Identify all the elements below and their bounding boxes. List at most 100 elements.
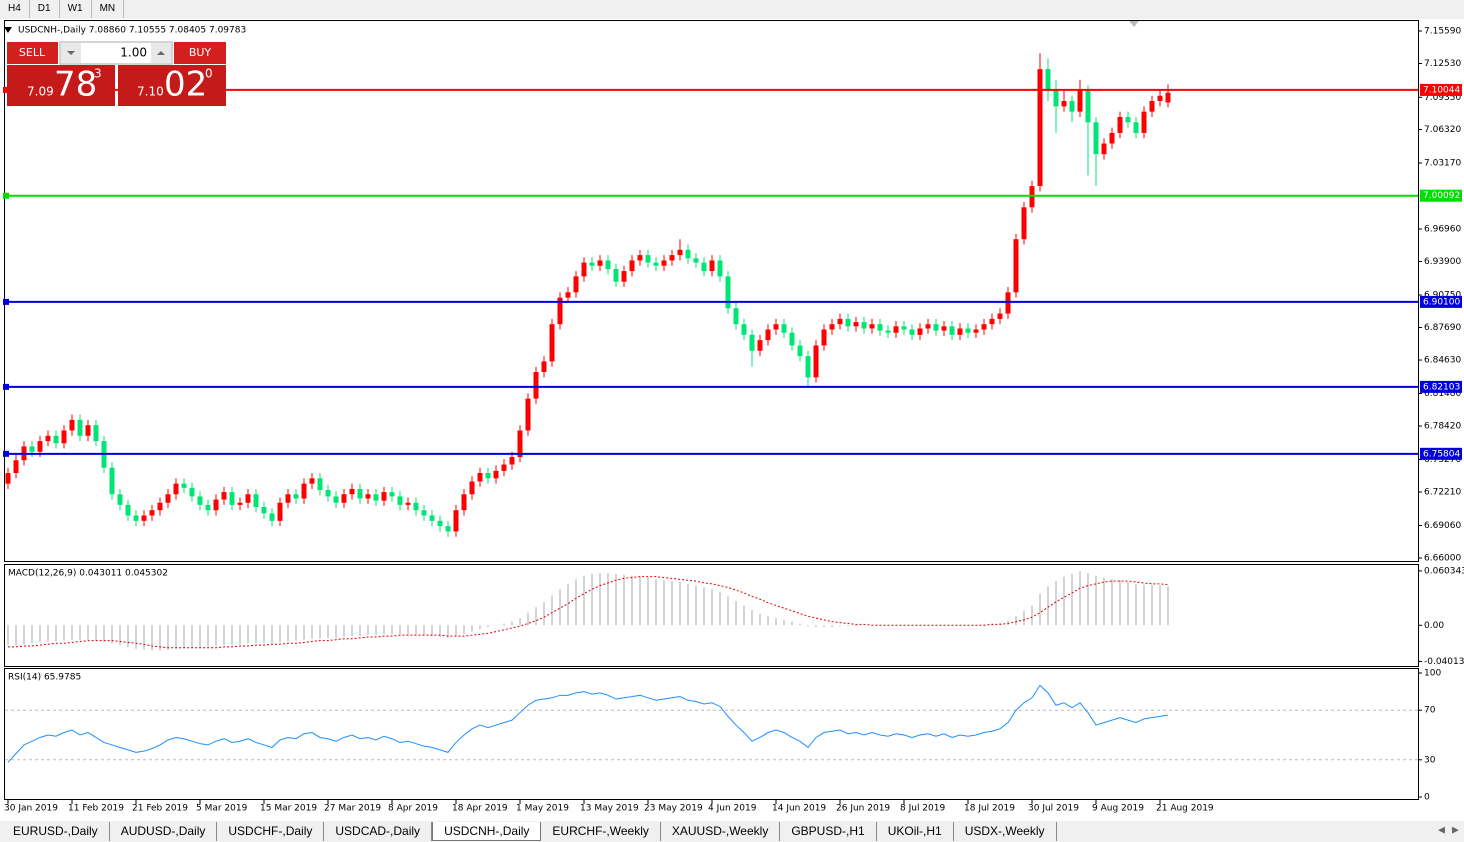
x-tick-label: 23 May 2019	[644, 804, 703, 814]
y-tick-label: 6.87690	[1424, 323, 1461, 333]
y-tick-label: 6.90750	[1424, 290, 1461, 300]
y-tick-label: 6.69060	[1424, 521, 1461, 531]
level-anchor	[3, 86, 9, 93]
level-label-box	[1420, 83, 1462, 96]
lot-input[interactable]	[59, 41, 173, 65]
candle-body	[173, 483, 179, 495]
candle-body	[685, 249, 691, 259]
candle-body	[253, 494, 259, 508]
lot-value[interactable]: 1.00	[120, 46, 147, 60]
y-tick-label: 7.15590	[1424, 26, 1461, 36]
candle-body	[141, 515, 147, 521]
ask-box[interactable]	[118, 65, 226, 106]
candle-body	[197, 496, 203, 505]
y-tick-label: 0.00	[1424, 621, 1444, 631]
y-tick-label: 0	[1424, 793, 1430, 803]
candle-body	[557, 297, 563, 325]
chart-tab[interactable]: UKOil-,H1	[877, 822, 954, 841]
candle-body	[781, 324, 787, 333]
x-tick-label: 11 Feb 2019	[68, 804, 124, 814]
candle-body	[765, 329, 771, 341]
candle-body	[269, 513, 275, 521]
candle-body	[405, 502, 411, 505]
chart-tab[interactable]: EURCHF-,Weekly	[541, 822, 661, 841]
candle-body	[157, 502, 163, 511]
candle-body	[461, 494, 467, 511]
candle-body	[613, 268, 619, 282]
candle-body	[1117, 116, 1123, 133]
candle-body	[813, 345, 819, 378]
level-label: 6.90100	[1423, 297, 1460, 307]
candle-body	[229, 492, 235, 505]
y-tick-label: 6.81480	[1424, 389, 1461, 399]
candle-body	[61, 430, 67, 444]
candle-body	[653, 262, 659, 266]
candle-body	[317, 478, 323, 491]
candle-body	[5, 473, 11, 484]
candle-body	[277, 502, 283, 521]
y-tick-label: 6.75270	[1424, 455, 1461, 465]
candle-body	[77, 419, 83, 436]
scroll-left[interactable]: ◀	[1438, 826, 1445, 836]
x-tick-label: 9 Aug 2019	[1092, 804, 1144, 814]
sell-button[interactable]	[7, 42, 58, 64]
candle-body	[485, 473, 491, 479]
candle-body	[941, 326, 947, 331]
arrow-down	[67, 51, 75, 55]
candle-body	[589, 262, 595, 266]
candle-body	[69, 419, 75, 431]
chart-tab[interactable]: USDCNH-,Daily	[432, 822, 542, 841]
candle-body	[789, 332, 795, 346]
buy-button[interactable]	[174, 42, 226, 64]
level-anchor	[3, 298, 9, 305]
candle-body	[245, 494, 251, 503]
timeframe-button[interactable]: MN	[92, 0, 125, 18]
timeframe-button[interactable]: D1	[30, 0, 60, 18]
rsi-panel	[4, 668, 1419, 800]
candle-body	[261, 507, 267, 514]
sell-label[interactable]: SELL	[19, 46, 46, 59]
candle-body	[709, 260, 715, 272]
candle-body	[1125, 116, 1131, 123]
candle-body	[149, 510, 155, 516]
x-tick-label: 15 Mar 2019	[260, 804, 317, 814]
scroll-right[interactable]: ▶	[1452, 826, 1459, 836]
candle-body	[573, 276, 579, 293]
chart-tab[interactable]: USDCHF-,Daily	[217, 822, 325, 841]
candle-body	[605, 260, 611, 269]
timeframe-button[interactable]: H4	[0, 0, 30, 18]
candle-body	[1013, 239, 1019, 293]
candle-body	[989, 318, 995, 325]
level-label-box	[1420, 447, 1462, 460]
candle-body	[629, 260, 635, 272]
candle-body	[725, 276, 731, 309]
bid-box[interactable]	[7, 65, 115, 106]
chart-tab[interactable]: USDX-,Weekly	[954, 822, 1057, 841]
candle-body	[1133, 122, 1139, 133]
candle-body	[1093, 122, 1099, 155]
level-anchor	[3, 192, 9, 199]
chart-tab[interactable]: EURUSD-,Daily	[2, 822, 110, 841]
candle-body	[325, 490, 331, 497]
candle-body	[741, 324, 747, 335]
candle-body	[189, 487, 195, 497]
level-label: 7.00092	[1423, 191, 1460, 201]
level-label: 6.82103	[1423, 382, 1460, 392]
candle-body	[413, 502, 419, 511]
x-tick-label: 27 Mar 2019	[324, 804, 381, 814]
candle-body	[981, 324, 987, 330]
chart-tab[interactable]: USDCAD-,Daily	[324, 822, 433, 841]
chart-tab[interactable]: XAUUSD-,Weekly	[661, 822, 781, 841]
timeframe-button[interactable]: W1	[60, 0, 92, 18]
collapse-icon[interactable]	[4, 27, 12, 33]
x-tick-label: 18 Jul 2019	[964, 804, 1015, 814]
chart-tab[interactable]: GBPUSD-,H1	[780, 822, 877, 841]
candle-body	[509, 457, 515, 465]
candle-body	[1061, 101, 1067, 107]
x-tick-label: 30 Jan 2019	[4, 804, 58, 814]
buy-label[interactable]: BUY	[189, 46, 212, 59]
chart-tab[interactable]: AUDUSD-,Daily	[110, 822, 218, 841]
bid-big-figure: 7.09	[27, 85, 54, 99]
candle-body	[517, 430, 523, 458]
